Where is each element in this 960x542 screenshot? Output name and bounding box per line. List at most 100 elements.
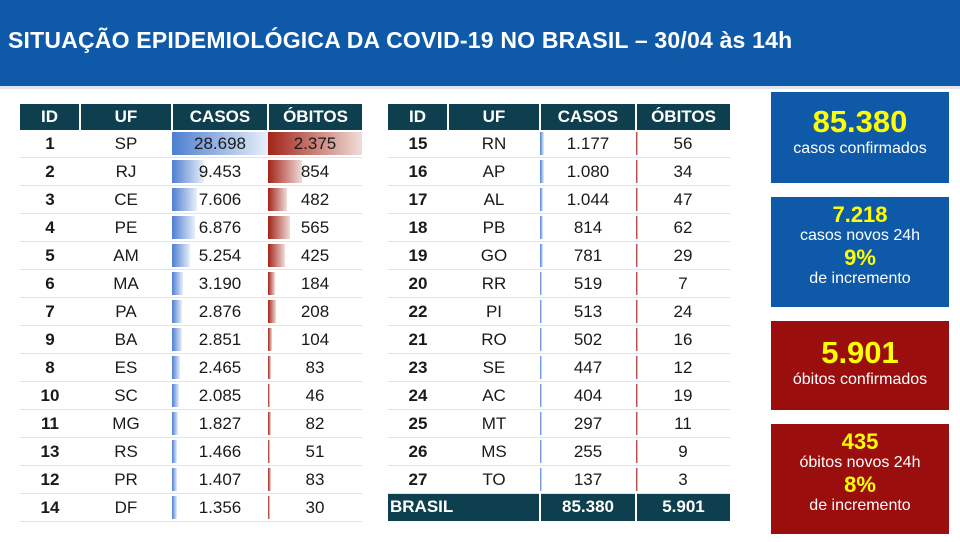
cell-uf: RN [448,130,540,158]
states-table-right: ID UF CASOS ÓBITOS 15 RN 1.177 56 16 AP 1.080 3… [388,104,730,521]
cell-casos-value: 404 [573,386,603,405]
cell-obitos: 56 [636,130,730,158]
cell-obitos: 46 [268,381,362,410]
cell-obitos-value: 565 [300,218,330,237]
cell-uf: MT [448,409,540,438]
table-row: 14 DF 1.356 30 [20,493,362,522]
cell-id: 20 [388,269,448,298]
cell-casos-bar [540,160,544,183]
cell-obitos-value: 82 [305,414,325,433]
cell-obitos-value: 9 [678,442,688,461]
cell-id: 27 [388,465,448,494]
cell-obitos: 854 [268,157,362,186]
cell-casos: 2.851 [172,325,268,354]
cell-uf: MA [80,269,172,298]
cell-casos: 781 [540,241,636,270]
total-label: BRASIL [388,493,541,521]
new-cases-percent-label: de incremento [809,270,911,288]
cell-casos-bar [172,496,177,519]
cell-obitos-value: 29 [673,246,693,265]
cell-id: 24 [388,381,448,410]
cell-id: 10 [20,381,80,410]
cell-casos-bar [540,468,543,491]
cell-obitos: 19 [636,381,730,410]
cell-casos: 7.606 [172,185,268,214]
cell-obitos-bar [636,328,639,351]
new-cases-label: casos novos 24h [799,227,921,245]
cell-obitos-bar [268,244,285,267]
cell-obitos: 9 [636,437,730,466]
cell-obitos: 34 [636,157,730,186]
column-header-obitos: ÓBITOS [268,104,362,130]
cell-casos-bar [540,328,543,351]
cell-casos-value: 5.254 [198,246,242,265]
cell-casos-value: 9.453 [198,162,242,181]
cell-casos-bar [172,440,177,463]
cell-casos-bar [540,412,543,435]
cell-casos-value: 1.356 [198,498,242,517]
cell-obitos-value: 24 [673,302,693,321]
column-header-uf: UF [80,104,173,130]
cell-casos: 1.827 [172,409,268,438]
cell-casos-value: 2.851 [198,330,242,349]
confirmed-deaths-value: 5.901 [821,335,899,370]
cell-id: 15 [388,130,448,158]
cell-casos-bar [540,356,543,379]
cell-casos: 2.876 [172,297,268,326]
table-row: 9 BA 2.851 104 [20,325,362,354]
cell-casos: 6.876 [172,213,268,242]
table-body-right: 15 RN 1.177 56 16 AP 1.080 34 17 AL 1.044 47 18 PB 814… [388,130,730,494]
table-row: 26 MS 255 9 [388,437,730,466]
cell-id: 12 [20,465,80,494]
cell-casos-bar [172,160,204,183]
table-row: 16 AP 1.080 34 [388,157,730,186]
cell-obitos: 16 [636,325,730,354]
cell-id: 6 [20,269,80,298]
cell-casos-value: 255 [573,442,603,461]
cell-obitos: 82 [268,409,362,438]
cell-obitos-value: 16 [673,330,693,349]
cell-uf: AC [448,381,540,410]
cell-casos-value: 1.044 [566,190,610,209]
confirmed-deaths-label: óbitos confirmados [792,370,928,388]
cell-uf: TO [448,465,540,494]
cell-casos-bar [540,216,543,239]
cell-casos: 814 [540,213,636,242]
cell-obitos-bar [268,216,291,239]
cell-casos: 1.466 [172,437,268,466]
cell-casos-value: 502 [573,330,603,349]
cell-obitos: 29 [636,241,730,270]
cell-obitos-bar [268,356,272,379]
cell-uf: RR [448,269,540,298]
cell-id: 1 [20,130,80,158]
table-body-left: 1 SP 28.698 2.375 2 RJ 9.453 854 3 CE 7.606 482 4 PE 6… [20,130,362,522]
table-header-row: ID UF CASOS ÓBITOS [388,104,730,130]
cell-casos: 1.044 [540,185,636,214]
cell-casos: 519 [540,269,636,298]
cell-casos-value: 1.827 [198,414,242,433]
cell-id: 21 [388,325,448,354]
cell-obitos-bar [268,300,277,323]
cell-obitos-value: 482 [300,190,330,209]
cell-casos-value: 519 [573,274,603,293]
cell-uf: ES [80,353,172,382]
cell-id: 19 [388,241,448,270]
cell-obitos-bar [636,384,639,407]
cell-obitos: 2.375 [268,130,362,158]
cell-casos-bar [172,216,195,239]
cell-casos-value: 137 [573,470,603,489]
cell-obitos-value: 11 [674,414,692,433]
cell-id: 14 [20,493,80,522]
column-header-id: ID [20,104,81,130]
cell-obitos-bar [268,160,302,183]
cell-uf: PI [448,297,540,326]
cell-casos-bar [172,132,268,155]
cell-casos: 513 [540,297,636,326]
cell-id: 9 [20,325,80,354]
cell-casos: 2.465 [172,353,268,382]
cell-uf: SC [80,381,172,410]
cell-casos-value: 781 [573,246,603,265]
cell-casos: 2.085 [172,381,268,410]
cell-obitos: 565 [268,213,362,242]
header-bar: SITUAÇÃO EPIDEMIOLÓGICA DA COVID-19 NO B… [0,0,960,86]
